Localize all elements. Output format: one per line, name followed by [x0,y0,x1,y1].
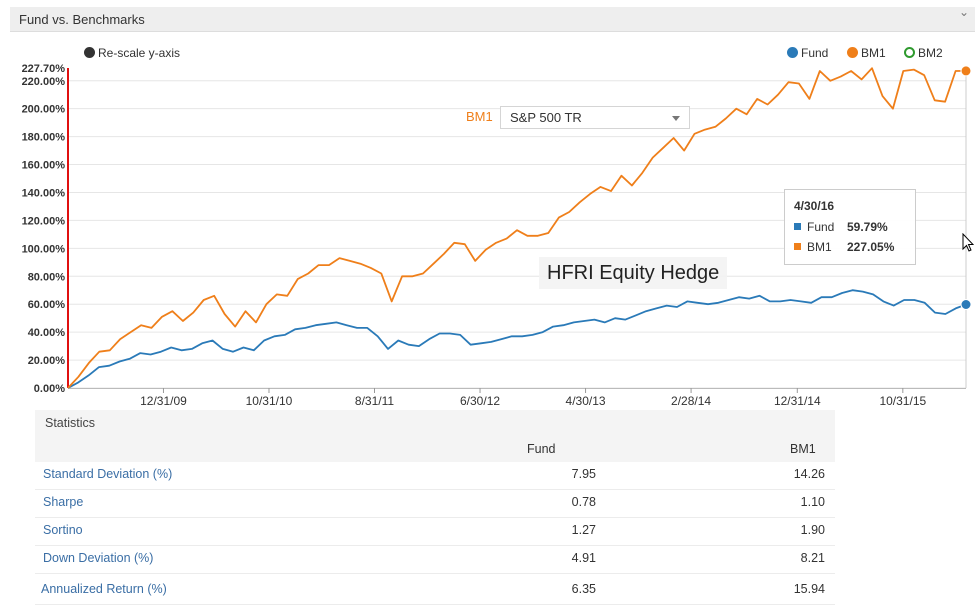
tooltip-series-name: BM1 [807,240,832,254]
y-tick-label: 20.00% [28,355,66,367]
legend-swatch-icon [787,47,798,58]
legend-item-bm1[interactable]: BM1 [847,46,886,60]
y-tick-label: 80.00% [28,271,66,283]
statistics-header: Statistics [35,410,835,438]
stat-value-fund: 0.78 [571,495,596,509]
end-point-bm1 [960,65,972,77]
statistics-columns: Fund BM1 [35,438,835,462]
x-axis: 12/31/09 10/31/10 8/31/11 6/30/12 4/30/13 2/2… [68,388,966,408]
statistics-table: Statistics Fund BM1 Standard Deviation (… [35,410,835,605]
stat-value-fund: 4.91 [571,551,596,565]
panel-title: Fund vs. Benchmarks [19,12,145,27]
stat-value-fund: 7.95 [571,467,596,481]
stat-value-bm1: 15.94 [793,582,825,596]
mouse-cursor-icon [962,233,974,252]
stat-label-link[interactable]: Sortino [43,523,83,537]
stat-label-link[interactable]: Standard Deviation (%) [43,467,173,481]
x-tick-label: 4/30/13 [566,394,606,408]
line-chart: 0.00% 20.00% 40.00% 60.00% 80.00% 100.00% 120.… [22,63,972,408]
toggle-dot-icon [84,47,95,58]
tooltip-swatch-icon [794,223,801,230]
tooltip-swatch-icon [794,243,801,250]
panel-header: Fund vs. Benchmarks ⌄ [10,5,975,32]
chart-tooltip: 4/30/16 Fund 59.79% BM1 227.05% [784,189,916,265]
table-row: Annualized Return (%) 6.35 15.94 [35,574,835,605]
x-tick-label: 6/30/12 [460,394,500,408]
end-point-fund [960,298,972,310]
stat-value-fund: 6.35 [571,582,596,596]
legend-item-fund[interactable]: Fund [787,46,828,60]
series-line-fund [67,289,967,389]
y-tick-label: 160.00% [22,160,66,172]
panel-menu-icon[interactable]: ⌄ [958,5,969,19]
legend-label: Fund [801,46,829,60]
stat-value-fund: 1.27 [571,523,596,537]
chevron-down-icon [672,116,680,121]
legend-swatch-icon [904,47,915,58]
y-max-label: 227.70% [22,63,66,75]
benchmark-select-label: BM1 [466,109,493,124]
y-tick-label: 0.00% [34,383,65,395]
stat-label-link[interactable]: Sharpe [43,495,84,509]
x-tick-label: 2/28/14 [671,394,711,408]
series-lines [67,65,972,389]
stat-value-bm1: 1.90 [800,523,825,537]
y-tick-label: 40.00% [28,327,66,339]
legend-label: BM1 [861,46,886,60]
tooltip-series-value: 59.79% [847,220,888,234]
legend-label: BM2 [918,46,943,60]
table-row: Sortino 1.27 1.90 [35,518,835,546]
benchmark-select-value: S&P 500 TR [510,110,582,125]
x-tick-label: 10/31/15 [879,394,926,408]
x-tick-label: 12/31/09 [140,394,187,408]
rescale-label: Re-scale y-axis [98,46,181,60]
chart-grid [67,68,967,389]
series-line-bm1 [67,67,967,389]
statistics-title: Statistics [45,416,96,430]
y-tick-label: 140.00% [22,187,66,199]
chart-title: HFRI Equity Hedge [539,257,728,289]
tooltip-row-bm1: BM1 227.05% [794,240,894,254]
stat-label-link[interactable]: Down Deviation (%) [43,551,154,565]
y-tick-label: 60.00% [28,299,66,311]
stat-value-bm1: 14.26 [793,467,825,481]
tooltip-series-value: 227.05% [847,240,895,254]
tooltip-row-fund: Fund 59.79% [794,220,888,234]
x-tick-label: 10/31/10 [246,394,293,408]
rescale-y-axis-toggle[interactable]: Re-scale y-axis [84,46,180,60]
y-axis: 0.00% 20.00% 40.00% 60.00% 80.00% 100.00% 120.… [22,63,66,395]
table-row: Standard Deviation (%) 7.95 14.26 [35,462,835,490]
stat-value-bm1: 1.10 [800,495,825,509]
x-tick-label: 8/31/11 [355,394,394,408]
tooltip-date: 4/30/16 [794,199,835,213]
legend-swatch-icon [847,47,858,58]
y-tick-label: 100.00% [22,243,66,255]
column-header-bm1: BM1 [790,442,816,456]
legend-item-bm2[interactable]: BM2 [904,46,943,60]
column-header-fund: Fund [527,442,556,456]
table-row: Sharpe 0.78 1.10 [35,490,835,518]
table-row: Down Deviation (%) 4.91 8.21 [35,546,835,574]
stat-label-link[interactable]: Annualized Return (%) [41,582,167,596]
y-tick-label: 220.00% [22,76,66,88]
tooltip-series-name: Fund [807,220,835,234]
y-tick-label: 120.00% [22,215,66,227]
x-tick-label: 12/31/14 [774,394,821,408]
y-tick-label: 200.00% [22,104,66,116]
stat-value-bm1: 8.21 [800,551,825,565]
y-tick-label: 180.00% [22,132,66,144]
benchmark-select[interactable]: S&P 500 TR [500,106,690,129]
